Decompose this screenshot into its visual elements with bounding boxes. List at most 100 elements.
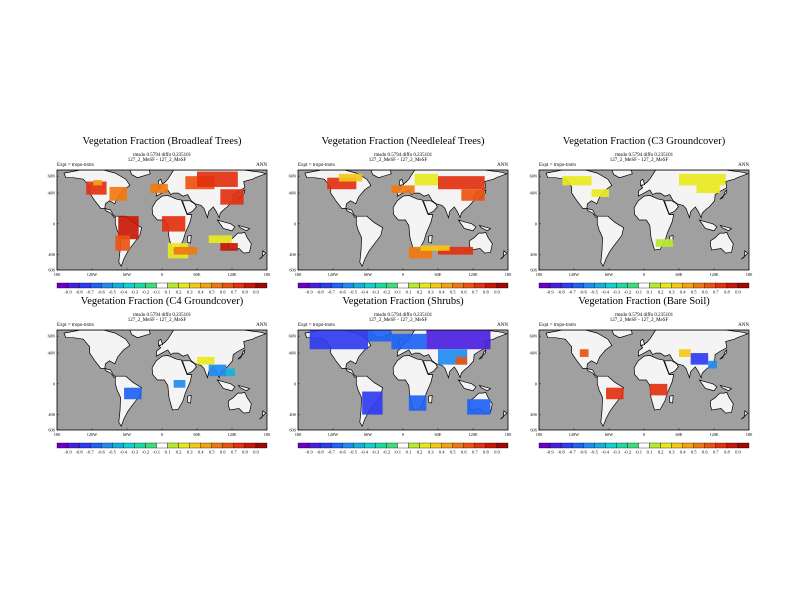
experiment-label: Expt = tropo-trstrs [57,323,94,328]
land-new-zealand [741,410,749,420]
colorbar-label: -0.8 [75,290,83,295]
lat-tick-label: 60S [530,428,537,433]
lat-tick-label: 0 [294,381,296,386]
colorbar-box [726,282,739,289]
lon-tick-label: 180 [264,432,270,437]
land-arabia [422,360,438,375]
colorbar-box [649,282,661,289]
colorbar-label: -0.7 [328,290,336,295]
colorbar-box [189,442,201,449]
colorbar-label: 0.2 [658,290,664,295]
colorbar-label: -0.9 [305,290,313,295]
colorbar-box [693,282,705,289]
panel-title: Vegetation Fraction (C4 Groundcover) [81,296,244,307]
experiment-label: Expt = tropo-trstrs [298,323,335,328]
colorbar-label: -0.2 [142,450,150,455]
map-area [304,170,508,267]
colorbar-box [200,442,212,449]
lon-tick-label: 60W [364,272,373,277]
land-madagascar [187,394,192,404]
value-patch [591,189,609,197]
colorbar-box [430,442,442,449]
experiment-label: Expt = tropo-trstrs [539,323,576,328]
lon-tick-label: 60E [194,272,201,277]
colorbar-box [134,282,146,289]
lat-tick-label: 60S [289,428,296,433]
land-madagascar [187,234,192,244]
colorbar-label: 0.8 [724,450,730,455]
value-patch [408,395,427,411]
colorbar-box [397,442,409,449]
experiment-label: Expt = tropo-trstrs [539,163,576,168]
lat-tick-label: 60N [48,174,55,179]
colorbar-box [112,282,124,289]
colorbar-box [56,282,69,289]
colorbar-label: 0.1 [165,290,171,295]
land-new-guinea [478,384,492,392]
value-patch [426,330,491,350]
land-africa [392,195,434,251]
lon-tick-label: 60E [676,272,683,277]
colorbar-box [56,442,69,449]
value-patch [115,235,130,251]
colorbar-box [89,282,102,289]
colorbar-label: -0.1 [635,450,643,455]
lat-tick-label: 40S [48,252,55,257]
colorbar-label: 0.3 [428,290,434,295]
colorbar-label: -0.1 [394,450,402,455]
land-arabia [181,200,197,215]
colorbar-box [638,282,650,289]
colorbar-label: -0.4 [361,450,369,455]
colorbar-box [255,442,268,449]
colorbar-box [297,282,310,289]
lon-tick-label: 60W [123,432,132,437]
lon-tick-label: 120E [227,432,236,437]
colorbar-box [78,442,91,449]
period-label: ANN [256,323,267,328]
colorbar-label: -0.3 [372,450,380,455]
land-new-zealand [741,250,749,260]
colorbar-label: 0.3 [187,290,193,295]
map-area [545,170,749,267]
run-label: 127_2_MeSF - 127_2_MeSF [128,318,187,323]
colorbar-label: -0.6 [98,290,106,295]
lon-tick-label: 180 [536,432,542,437]
land-north-america [63,330,131,369]
colorbar-box [605,282,617,289]
land-indonesia [698,379,718,392]
colorbar-box [571,282,584,289]
colorbar-box [211,282,223,289]
colorbar-box [67,282,80,289]
colorbar-box [222,442,235,449]
colorbar-box [627,282,639,289]
lon-tick-label: 180 [505,432,511,437]
colorbar-label: -0.4 [602,450,610,455]
colorbar-box [474,442,487,449]
land-indonesia [457,219,477,232]
land-new-guinea [237,224,251,232]
value-patch [455,356,468,365]
value-patch [438,246,473,255]
value-patch [679,173,726,186]
land-south-america [596,215,624,267]
colorbar-label: 0.9 [253,450,259,455]
run-label: 127_2_MeSF - 127_2_MeSF [610,158,669,163]
colorbar-label: -0.8 [75,450,83,455]
colorbar-label: 0.4 [198,290,204,295]
lon-tick-label: 120W [569,272,580,277]
run-label: 127_2_MeSF - 127_2_MeSF [128,158,187,163]
colorbar-box [616,282,628,289]
colorbar-box [463,442,476,449]
colorbar-label: -0.8 [557,290,565,295]
colorbar-label: -0.7 [87,290,95,295]
colorbar-box [178,282,190,289]
lon-tick-label: 180 [264,272,270,277]
colorbar-label: 0.9 [494,290,500,295]
map-panel: Vegetation Fraction (C3 Groundcover) rmsd… [530,136,753,295]
land-uk [640,178,646,186]
colorbar-box [297,442,310,449]
lat-tick-label: 60S [48,428,55,433]
colorbar-label: 0.7 [472,450,478,455]
map-area [304,330,508,427]
colorbar-box [538,282,551,289]
